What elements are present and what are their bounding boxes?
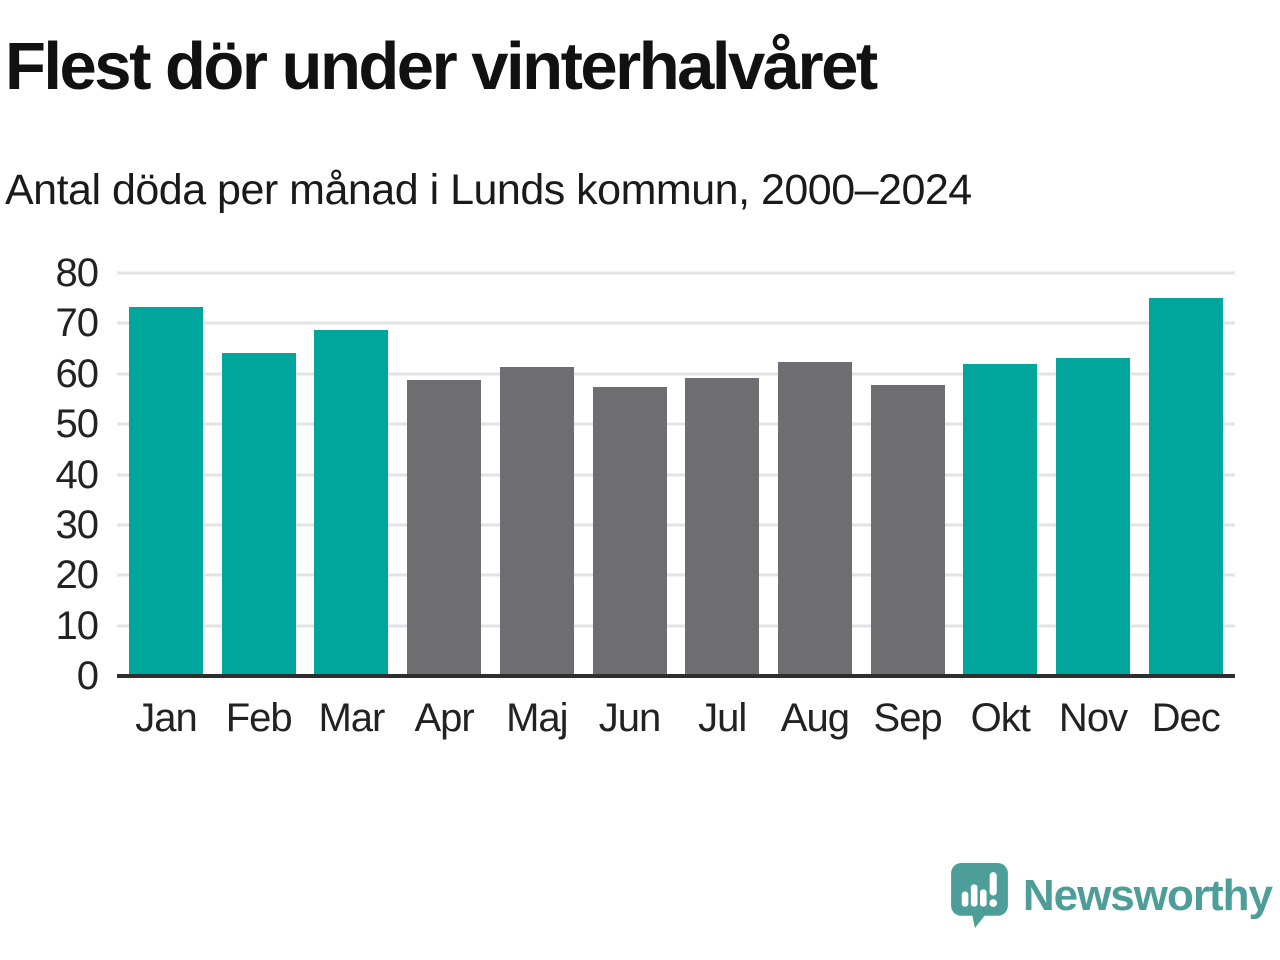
gridline [117, 473, 1235, 476]
bar-jan [129, 306, 203, 676]
x-tick-label: Apr [414, 696, 474, 740]
gridline [117, 372, 1235, 376]
y-tick-label: 20 [55, 553, 99, 598]
y-tick-label: 80 [55, 251, 99, 295]
plot-area [117, 271, 1235, 678]
x-tick-label: Maj [506, 696, 568, 740]
bar-jun [592, 386, 667, 676]
brand-name: Newsworthy [1022, 870, 1273, 920]
y-tick-label: 60 [55, 351, 99, 396]
bar-apr [407, 379, 482, 676]
bar-glyph-1 [961, 891, 969, 907]
bar-sep [870, 384, 945, 676]
gridline [117, 624, 1235, 628]
bar-aug [777, 362, 852, 676]
y-tick-label: 40 [55, 452, 99, 497]
page-subtitle: Antal döda per månad i Lunds kommun, 200… [5, 166, 972, 214]
x-tick-label: Mar [318, 696, 385, 740]
bar-mar [314, 330, 389, 676]
gridline [117, 573, 1235, 577]
x-tick-label: Okt [970, 696, 1031, 740]
x-tick-label: Feb [225, 696, 293, 740]
y-tick-label: 30 [55, 502, 99, 547]
bar-okt [963, 364, 1038, 676]
y-tick-label: 10 [55, 603, 99, 648]
y-axis: 0 10 20 30 40 50 60 70 80 [0, 253, 100, 696]
bar-jul [685, 377, 760, 676]
bar-maj [499, 366, 574, 676]
gridline [117, 321, 1235, 325]
y-tick-label: 0 [76, 654, 99, 698]
y-tick-label: 70 [55, 301, 99, 346]
bar-glyph-3 [979, 889, 987, 907]
newsworthy-logo: Newsworthy [949, 861, 1273, 930]
page-title: Flest dör under vinterhalvåret [5, 29, 878, 104]
y-tick-label: 50 [55, 402, 99, 447]
x-axis: Jan Feb Mar Apr Maj Jun Jul Aug Sep Okt Nov Dec [117, 698, 1235, 758]
x-tick-label: Jan [135, 696, 197, 740]
x-tick-label: Sep [873, 696, 943, 740]
exclamation-bar-glyph [989, 872, 997, 896]
x-tick-label: Dec [1151, 696, 1221, 740]
exclamation-dot-glyph [989, 899, 997, 907]
gridline [117, 422, 1235, 426]
speech-bubble-shape [950, 863, 1008, 928]
bar-nov [1056, 358, 1130, 676]
bar-glyph-2 [970, 884, 978, 907]
gridline [117, 271, 1235, 275]
x-tick-label: Nov [1058, 696, 1128, 740]
x-tick-label: Jun [598, 696, 661, 740]
x-axis-line [117, 674, 1235, 678]
bar-dec [1148, 297, 1223, 676]
gridline [117, 523, 1235, 527]
x-tick-label: Aug [780, 696, 850, 740]
x-tick-label: Jul [698, 696, 747, 740]
newsworthy-chart-bubble-icon [950, 863, 1008, 928]
bar-feb [221, 352, 296, 676]
